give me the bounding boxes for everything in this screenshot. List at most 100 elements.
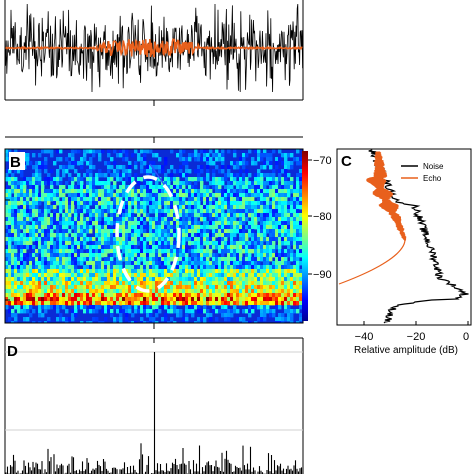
spectrogram-cell: [179, 169, 183, 174]
spectrogram-cell: [113, 281, 117, 286]
spectrogram-cell: [128, 309, 132, 314]
spectrogram-cell: [272, 185, 276, 190]
spectrogram-cell: [83, 149, 87, 154]
spectrogram-cell: [257, 245, 261, 250]
spectrogram-cell: [125, 293, 129, 298]
spectrogram-cell: [14, 185, 18, 190]
spectrogram-cell: [71, 245, 75, 250]
spectrogram-cell: [182, 173, 186, 178]
spectrogram-cell: [29, 245, 33, 250]
spectrogram-cell: [242, 317, 246, 322]
spectrogram-cell: [173, 221, 177, 226]
spectrogram-cell: [269, 265, 273, 270]
spectrogram-cell: [149, 209, 153, 214]
spectrogram-cell: [50, 269, 54, 274]
spectrogram-cell: [101, 189, 105, 194]
spectrogram-cell: [98, 169, 102, 174]
spectrogram-cell: [14, 257, 18, 262]
spectrogram-cell: [71, 193, 75, 198]
spectrogram-cell: [74, 241, 78, 246]
spectrogram-cell: [83, 245, 87, 250]
spectrogram-cell: [257, 149, 261, 154]
spectrogram-cell: [266, 173, 270, 178]
spectrogram-cell: [260, 313, 264, 318]
spectrogram-cell: [224, 317, 228, 322]
spectrogram-cell: [95, 193, 99, 198]
spectrogram-cell: [41, 213, 45, 218]
spectrogram-cell: [110, 177, 114, 182]
spectrogram-cell: [299, 217, 303, 222]
spectrogram-cell: [92, 293, 96, 298]
spectrogram-cell: [164, 177, 168, 182]
spectrogram-cell: [158, 281, 162, 286]
spectrogram-cell: [227, 245, 231, 250]
spectrogram-cell: [230, 209, 234, 214]
spectrogram-cell: [245, 265, 249, 270]
spectrogram-cell: [257, 197, 261, 202]
spectrogram-cell: [233, 181, 237, 186]
spectrogram-cell: [116, 153, 120, 158]
spectrogram-cell: [212, 289, 216, 294]
spectrogram-cell: [131, 229, 135, 234]
spectrogram-cell: [77, 189, 81, 194]
spectrogram-cell: [56, 209, 60, 214]
spectrogram-cell: [68, 241, 72, 246]
spectrogram-cell: [272, 229, 276, 234]
spectrogram-cell: [56, 237, 60, 242]
spectrogram-cell: [74, 245, 78, 250]
spectrogram-cell: [122, 285, 126, 290]
spectrogram-cell: [5, 277, 9, 282]
spectrogram-cell: [290, 321, 294, 323]
spectrogram-cell: [59, 273, 63, 278]
spectrogram-cell: [95, 177, 99, 182]
spectrogram-cell: [218, 205, 222, 210]
spectrogram-cell: [299, 313, 303, 318]
spectrogram-cell: [140, 245, 144, 250]
spectrogram-cell: [95, 249, 99, 254]
spectrogram-cell: [56, 245, 60, 250]
spectrogram-cell: [269, 245, 273, 250]
spectrogram-cell: [242, 293, 246, 298]
spectrogram-cell: [83, 301, 87, 306]
spectrogram-cell: [188, 197, 192, 202]
spectrogram-cell: [224, 293, 228, 298]
spectrogram-cell: [158, 241, 162, 246]
spectrogram-cell: [17, 289, 21, 294]
spectrogram-cell: [8, 225, 12, 230]
spectrogram-cell: [8, 169, 12, 174]
spectrogram-cell: [167, 293, 171, 298]
spectrogram-cell: [83, 185, 87, 190]
spectrogram-cell: [128, 201, 132, 206]
spectrogram-cell: [239, 261, 243, 266]
spectrogram-cell: [182, 237, 186, 242]
spectrogram-cell: [5, 213, 9, 218]
spectrogram-cell: [158, 217, 162, 222]
spectrogram-cell: [146, 309, 150, 314]
spectrogram-cell: [35, 225, 39, 230]
spectrogram-cell: [59, 149, 63, 154]
spectrogram-cell: [26, 273, 30, 278]
spectrogram-cell: [284, 301, 288, 306]
spectrogram-cell: [290, 217, 294, 222]
spectrogram-cell: [287, 153, 291, 158]
spectrogram-cell: [101, 205, 105, 210]
spectrogram-cell: [233, 161, 237, 166]
spectrogram-cell: [98, 285, 102, 290]
spectrogram-cell: [125, 257, 129, 262]
spectrogram-cell: [14, 229, 18, 234]
spectrogram-cell: [170, 285, 174, 290]
spectrogram-cell: [80, 269, 84, 274]
spectrogram-cell: [89, 245, 93, 250]
spectrogram-cell: [134, 289, 138, 294]
spectrogram-cell: [179, 313, 183, 318]
spectrogram-cell: [254, 181, 258, 186]
spectrogram-cell: [134, 293, 138, 298]
spectrogram-cell: [74, 305, 78, 310]
spectrogram-cell: [95, 305, 99, 310]
spectrogram-cell: [125, 149, 129, 154]
spectrogram-cell: [266, 257, 270, 262]
spectrogram-cell: [44, 149, 48, 154]
spectrogram-cell: [5, 229, 9, 234]
spectrogram-cell: [119, 277, 123, 282]
spectrogram-cell: [95, 205, 99, 210]
